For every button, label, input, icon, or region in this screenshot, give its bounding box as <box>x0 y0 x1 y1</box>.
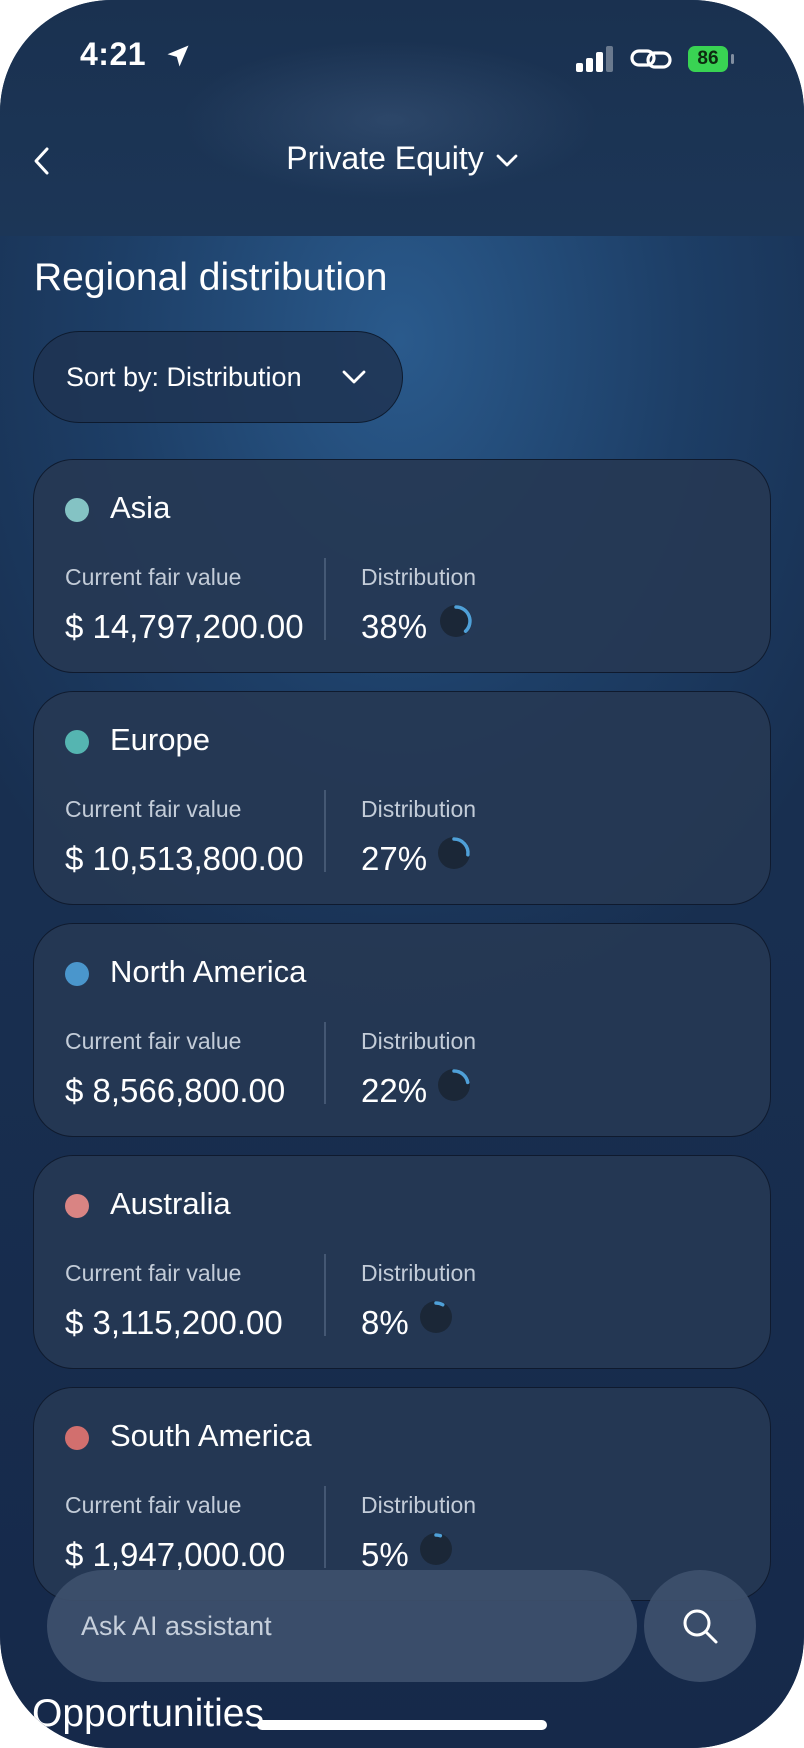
region-color-dot <box>65 1194 89 1218</box>
region-card-australia[interactable]: Australia Current fair value $ 3,115,200… <box>33 1155 771 1369</box>
battery-indicator: 86 <box>688 46 734 72</box>
distribution-ring <box>438 1069 470 1101</box>
cellular-signal-icon <box>576 46 613 72</box>
region-name: Europe <box>110 722 210 757</box>
ring-arc <box>434 1533 443 1538</box>
header-glow <box>180 40 600 200</box>
region-name: North America <box>110 954 307 989</box>
status-time: 4:21 <box>80 36 147 72</box>
card-divider <box>324 1022 326 1104</box>
ring-arc <box>434 1301 445 1307</box>
section-title: Regional distribution <box>34 256 388 299</box>
fair-value: $ 14,797,200.00 <box>65 608 304 645</box>
region-card-asia[interactable]: Asia Current fair value $ 14,797,200.00 … <box>33 459 771 673</box>
distribution-ring <box>420 1533 452 1565</box>
region-color-dot <box>65 730 89 754</box>
card-divider <box>324 1486 326 1568</box>
fair-value: $ 3,115,200.00 <box>65 1304 283 1341</box>
link-icon <box>630 49 672 69</box>
ring-track <box>440 605 472 637</box>
fair-value-label: Current fair value <box>65 1028 242 1054</box>
search-icon <box>683 1609 718 1644</box>
distribution-value: 38% <box>361 608 428 645</box>
card-divider <box>324 790 326 872</box>
fair-value-label: Current fair value <box>65 1260 242 1286</box>
card-divider <box>324 558 326 640</box>
region-color-dot <box>65 498 89 522</box>
card-divider <box>324 1254 326 1336</box>
chevron-left-icon <box>34 147 49 175</box>
ring-track <box>420 1301 452 1333</box>
distribution-label: Distribution <box>361 564 477 590</box>
back-button[interactable] <box>28 144 58 178</box>
ring-arc <box>452 1069 470 1085</box>
region-color-dot <box>65 1426 89 1450</box>
ask-ai-input[interactable]: Ask AI assistant <box>47 1570 637 1682</box>
ring-track <box>438 837 470 869</box>
distribution-label: Distribution <box>361 1028 477 1054</box>
fair-value-label: Current fair value <box>65 564 242 590</box>
search-button[interactable] <box>644 1570 756 1682</box>
location-arrow-icon <box>167 45 189 67</box>
chevron-down-icon <box>496 154 518 166</box>
distribution-ring <box>440 605 472 637</box>
app-header: 4:21 86 Private Equity <box>0 0 804 236</box>
portfolio-title: Private Equity <box>286 140 484 176</box>
distribution-label: Distribution <box>361 796 477 822</box>
opportunities-title: Opportunities <box>32 1692 264 1735</box>
region-color-dot <box>65 962 89 986</box>
distribution-value: 22% <box>361 1072 428 1109</box>
distribution-label: Distribution <box>361 1260 477 1286</box>
ring-track <box>438 1069 470 1101</box>
fair-value: $ 1,947,000.00 <box>65 1536 286 1573</box>
distribution-value: 27% <box>361 840 428 877</box>
region-card-europe[interactable]: Europe Current fair value $ 10,513,800.0… <box>33 691 771 905</box>
fair-value: $ 10,513,800.00 <box>65 840 304 877</box>
fair-value-label: Current fair value <box>65 796 242 822</box>
distribution-ring <box>420 1301 452 1333</box>
home-indicator[interactable] <box>257 1720 547 1730</box>
distribution-value: 5% <box>361 1536 409 1573</box>
distribution-label: Distribution <box>361 1492 477 1518</box>
distribution-value: 8% <box>361 1304 409 1341</box>
region-name: Asia <box>110 490 171 525</box>
portfolio-selector[interactable]: Private Equity <box>0 140 804 177</box>
ring-arc <box>452 837 470 857</box>
region-name: South America <box>110 1418 312 1453</box>
region-name: Australia <box>110 1186 231 1221</box>
ring-track <box>420 1533 452 1565</box>
distribution-ring <box>438 837 470 869</box>
fair-value-label: Current fair value <box>65 1492 242 1518</box>
sort-dropdown[interactable]: Sort by: Distribution <box>33 331 403 423</box>
fair-value: $ 8,566,800.00 <box>65 1072 286 1109</box>
sort-label: Sort by: Distribution <box>66 362 302 392</box>
region-card-north-america[interactable]: North America Current fair value $ 8,566… <box>33 923 771 1137</box>
region-card-south-america[interactable]: South America Current fair value $ 1,947… <box>33 1387 771 1601</box>
chevron-down-icon <box>342 370 366 384</box>
ring-arc <box>454 605 472 633</box>
ask-ai-placeholder: Ask AI assistant <box>81 1611 272 1641</box>
